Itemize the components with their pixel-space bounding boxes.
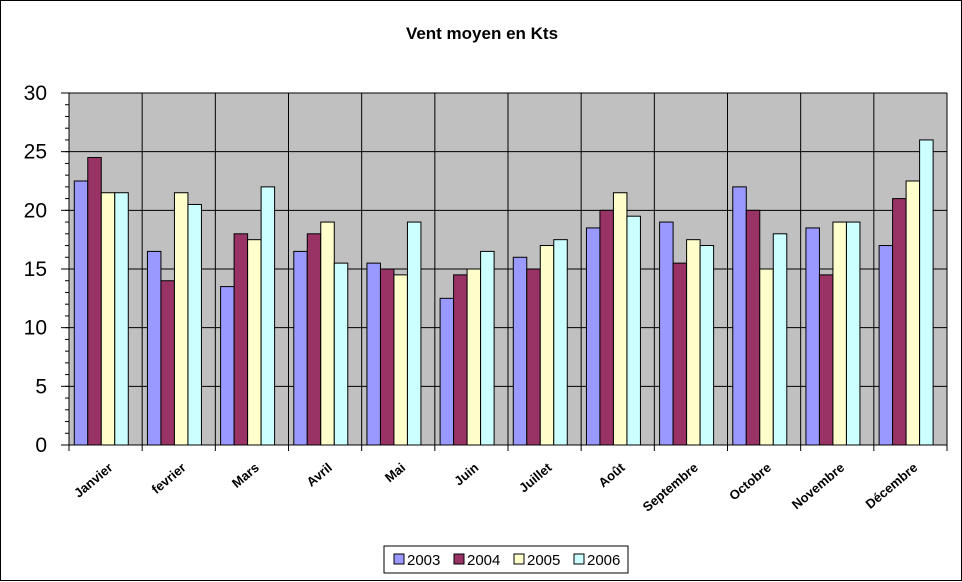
bar-2004-11 xyxy=(892,198,907,446)
bar-2005-7 xyxy=(612,192,628,446)
bars-group xyxy=(73,139,934,446)
legend: 2003 2004 2005 2006 xyxy=(383,545,629,574)
bar-2006-9 xyxy=(772,233,788,446)
bar-2003-4 xyxy=(366,262,381,446)
bar-2003-3 xyxy=(293,250,308,446)
x-axis: Janvier fevrier Mars Avril Mai Juin Juillet Aoû… xyxy=(68,444,948,515)
bar-2003-0 xyxy=(73,180,89,446)
bar-2006-0 xyxy=(114,192,129,446)
bar-2003-7 xyxy=(585,227,601,446)
bar-2005-11 xyxy=(905,180,921,446)
bar-2006-1 xyxy=(187,203,202,446)
bar-2003-5 xyxy=(439,297,455,446)
x-tick-label: Septembre xyxy=(640,460,701,515)
bar-2006-8 xyxy=(699,245,715,446)
x-tick-label: Mai xyxy=(382,460,408,485)
bar-2004-0 xyxy=(87,157,102,446)
y-tick-label: 0 xyxy=(35,434,47,457)
x-tick-label: Juillet xyxy=(516,459,555,495)
legend-label: 2003 xyxy=(407,552,440,569)
y-tick-label: 25 xyxy=(24,141,47,164)
x-tick-label: Novembre xyxy=(789,460,847,512)
bar-2003-1 xyxy=(146,250,162,446)
legend-swatch xyxy=(573,553,585,565)
bar-2004-8 xyxy=(672,262,688,446)
bar-2005-2 xyxy=(247,239,262,446)
y-axis: 0 5 10 15 20 25 30 xyxy=(24,82,70,457)
bar-2006-6 xyxy=(553,239,568,446)
bar-2004-3 xyxy=(306,233,322,446)
bar-2006-5 xyxy=(480,250,495,446)
bar-2005-3 xyxy=(320,221,335,446)
y-tick-label: 20 xyxy=(24,199,47,222)
bar-2004-9 xyxy=(745,209,761,446)
legend-box xyxy=(383,545,629,574)
bar-2003-10 xyxy=(805,227,820,446)
chart-title: Vent moyen en Kts xyxy=(406,24,558,43)
bar-2004-2 xyxy=(233,233,249,446)
bar-2003-9 xyxy=(732,186,747,446)
bar-2005-9 xyxy=(759,268,774,446)
bar-2003-6 xyxy=(512,256,528,446)
bar-2005-4 xyxy=(393,274,408,446)
bar-2004-1 xyxy=(160,280,175,446)
bar-2006-3 xyxy=(333,262,349,446)
bar-2004-5 xyxy=(453,274,468,446)
bar-2005-5 xyxy=(466,268,482,446)
plot-area xyxy=(68,92,948,446)
bar-2004-6 xyxy=(526,268,541,446)
bar-2005-10 xyxy=(832,221,847,446)
x-tick-label: Août xyxy=(595,459,628,490)
legend-label: 2005 xyxy=(527,552,560,569)
bar-2006-7 xyxy=(626,215,641,446)
x-tick-label: Octobre xyxy=(726,460,774,504)
x-tick-label: Mars xyxy=(229,460,262,491)
legend-label: 2004 xyxy=(467,552,500,569)
x-tick-label: Décembre xyxy=(863,460,921,512)
y-tick-label: 30 xyxy=(24,82,47,105)
bar-2006-10 xyxy=(845,221,861,446)
bar-2003-11 xyxy=(878,245,894,446)
bar-2005-6 xyxy=(539,245,555,446)
legend-swatch xyxy=(513,553,525,565)
y-tick-label: 5 xyxy=(35,375,47,398)
bar-2004-7 xyxy=(599,209,614,446)
legend-swatch xyxy=(393,553,405,565)
y-tick-label: 10 xyxy=(24,317,47,340)
bar-2004-10 xyxy=(818,274,834,446)
x-tick-label: Janvier xyxy=(71,460,116,501)
bar-2003-8 xyxy=(659,221,674,446)
bar-2005-8 xyxy=(686,239,701,446)
x-tick-label: fevrier xyxy=(149,460,189,497)
x-tick-label: Juin xyxy=(451,460,481,489)
bar-2003-2 xyxy=(220,286,235,446)
legend-label: 2006 xyxy=(587,552,620,569)
bar-2006-2 xyxy=(260,186,276,446)
bar-2005-1 xyxy=(173,192,189,446)
y-tick-label: 15 xyxy=(24,258,47,281)
bar-2006-11 xyxy=(919,139,934,446)
legend-swatch xyxy=(453,553,465,565)
bar-2004-4 xyxy=(379,268,395,446)
bar-2006-4 xyxy=(406,221,422,446)
bar-2005-0 xyxy=(100,192,116,446)
x-tick-label: Avril xyxy=(304,460,335,490)
